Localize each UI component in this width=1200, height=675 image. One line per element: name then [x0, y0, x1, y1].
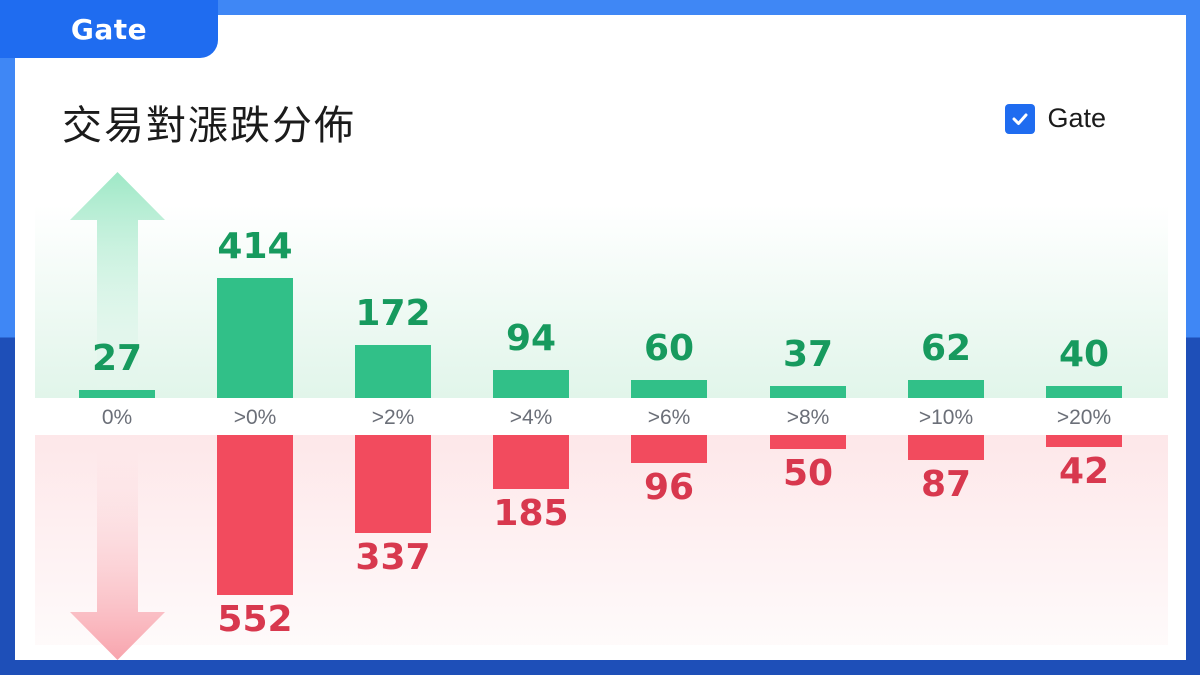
legend-checkbox[interactable]: [1005, 103, 1036, 134]
loss-bar[interactable]: [493, 435, 569, 489]
loss-value-label: 50: [782, 453, 834, 494]
gain-bar[interactable]: [493, 370, 569, 398]
gain-value-label: 37: [782, 334, 834, 375]
x-tick-label: >2%: [371, 406, 415, 429]
bar-chart: 0% 27 >0% 414 552 >2% 172 337 >4% 94 185 >6% 60 96 >8%…: [15, 15, 1186, 660]
x-tick-label: >20%: [1056, 406, 1112, 429]
gain-bar[interactable]: [79, 390, 155, 398]
gain-value-label: 94: [505, 318, 557, 359]
chart-card: 交易對漲跌分佈 Gate 0% 27 >0% 414 552 >2% 172 337 >4%: [15, 15, 1186, 660]
loss-bar[interactable]: [908, 435, 984, 460]
gain-value-label: 60: [643, 328, 695, 369]
x-tick-label: >8%: [786, 406, 830, 429]
gain-value-label: 27: [91, 338, 143, 379]
loss-bar[interactable]: [217, 435, 293, 595]
legend[interactable]: Gate: [1005, 103, 1106, 134]
gate-logo: Gate: [70, 12, 148, 46]
loss-bar[interactable]: [631, 435, 707, 463]
gain-bar[interactable]: [217, 278, 293, 398]
gain-value-label: 414: [217, 226, 293, 267]
loss-bar[interactable]: [1046, 435, 1122, 447]
loss-value-label: 87: [920, 464, 972, 505]
down-arrow-icon: [70, 447, 165, 660]
gain-bar[interactable]: [1046, 386, 1122, 398]
loss-value-label: 96: [643, 467, 695, 508]
loss-value-label: 185: [493, 493, 569, 534]
gain-value-label: 172: [355, 293, 431, 334]
loss-bar[interactable]: [355, 435, 431, 533]
gate-logo-tab[interactable]: Gate: [0, 0, 218, 58]
loss-value-label: 42: [1058, 451, 1110, 492]
loss-bar[interactable]: [770, 435, 846, 449]
loss-value-label: 552: [217, 599, 293, 640]
check-icon: [1012, 113, 1028, 125]
gain-bar[interactable]: [355, 345, 431, 398]
x-tick-label: 0%: [101, 406, 133, 429]
x-tick-label: >6%: [647, 406, 691, 429]
legend-label: Gate: [1047, 103, 1106, 133]
gain-bar[interactable]: [631, 380, 707, 398]
gain-value-label: 62: [920, 328, 972, 369]
gain-value-label: 40: [1058, 334, 1110, 375]
x-tick-label: >0%: [233, 406, 277, 429]
up-arrow-icon: [70, 172, 165, 387]
chart-title: 交易對漲跌分佈: [62, 103, 356, 149]
loss-value-label: 337: [355, 537, 431, 578]
x-tick-label: >10%: [918, 406, 974, 429]
x-tick-label: >4%: [509, 406, 553, 429]
gain-bar[interactable]: [770, 386, 846, 398]
gain-bar[interactable]: [908, 380, 984, 398]
